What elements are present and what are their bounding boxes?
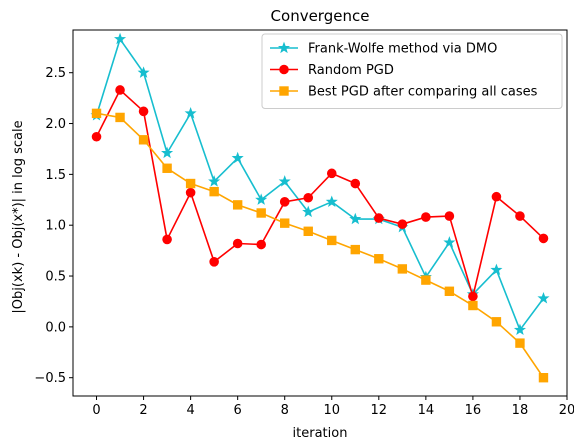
data-point (138, 106, 149, 117)
data-point (374, 254, 384, 264)
series-3 (91, 108, 549, 383)
data-point (513, 323, 526, 336)
data-point (91, 131, 102, 142)
data-point (137, 66, 150, 78)
data-point (91, 108, 102, 119)
y-tick-label: 0.5 (45, 270, 66, 285)
x-tick-label: 16 (465, 403, 482, 418)
data-point (515, 338, 525, 348)
legend-label: Best PGD after comparing all cases (308, 85, 538, 100)
data-point (255, 193, 268, 205)
data-point (538, 373, 549, 383)
data-point (280, 218, 290, 228)
series-line (95, 89, 545, 298)
plot-frame (72, 29, 568, 397)
data-point (185, 187, 196, 198)
data-point (397, 219, 408, 229)
x-tick-label: 6 (234, 403, 242, 418)
series-2 (91, 85, 549, 302)
data-point (397, 264, 408, 274)
data-point (162, 234, 172, 245)
data-point (303, 226, 313, 237)
y-axis-ticks: −0.5 0.0 0.5 1.0 1.5 2.0 2.5 (34, 66, 73, 386)
data-point (325, 195, 338, 207)
data-point (279, 197, 290, 207)
data-point (256, 239, 266, 250)
data-point (350, 244, 360, 255)
legend-label: Random PGD (308, 63, 394, 78)
data-point (421, 212, 431, 222)
x-tick-label: 8 (281, 403, 289, 418)
x-tick-label: 14 (418, 403, 435, 418)
x-tick-label: 10 (323, 403, 340, 418)
data-point (114, 32, 127, 45)
data-point (209, 257, 219, 267)
data-point (444, 211, 455, 221)
x-tick-label: 12 (371, 403, 388, 418)
data-point (209, 186, 219, 197)
legend-item: Frank-Wolfe method via DMO (270, 42, 497, 57)
x-tick-label: 20 (559, 403, 574, 418)
x-tick-label: 18 (512, 403, 529, 418)
data-point (515, 211, 525, 221)
x-axis-label: iteration (293, 426, 348, 438)
data-point (115, 112, 125, 123)
data-point (327, 235, 337, 246)
legend-marker (277, 41, 291, 54)
y-tick-label: 1.0 (45, 219, 66, 234)
y-tick-label: 1.5 (45, 168, 66, 183)
legend-item: Random PGD (270, 63, 394, 78)
data-point (444, 286, 455, 296)
legend-box (261, 33, 563, 109)
data-point (184, 107, 197, 119)
legend-marker (279, 86, 289, 96)
data-point (256, 208, 266, 218)
y-tick-label: 2.0 (45, 117, 66, 132)
data-point (443, 236, 456, 248)
data-point (491, 317, 502, 327)
data-point (468, 300, 478, 311)
data-point (138, 135, 149, 145)
data-point (537, 292, 550, 304)
data-point (374, 213, 384, 223)
data-point (115, 85, 125, 95)
data-point (161, 146, 174, 159)
plot-area (90, 32, 550, 383)
data-point (468, 291, 478, 302)
chart-title: Convergence (271, 7, 370, 25)
y-tick-label: 2.5 (45, 66, 66, 81)
data-point (421, 275, 431, 285)
y-axis-label: |Obj(xk) - Obj(x*)| in log scale (11, 120, 26, 313)
data-point (490, 263, 503, 276)
legend-marker (279, 64, 289, 75)
x-tick-label: 4 (186, 403, 194, 418)
data-point (350, 178, 361, 189)
data-point (232, 200, 243, 210)
data-point (162, 163, 172, 173)
data-point (232, 238, 243, 249)
data-point (231, 151, 244, 164)
legend-item: Best PGD after comparing all cases (270, 85, 538, 100)
data-point (349, 212, 362, 225)
data-point (278, 175, 291, 187)
y-tick-label: 0.0 (45, 320, 66, 335)
x-axis-ticks: 0 2 4 6 8 10 12 14 16 18 20 (92, 396, 574, 418)
data-point (208, 175, 221, 187)
legend-label: Frank-Wolfe method via DMO (308, 42, 497, 57)
data-point (185, 178, 196, 189)
x-tick-label: 2 (139, 403, 147, 418)
x-tick-label: 0 (92, 403, 100, 418)
data-point (538, 233, 549, 244)
data-point (303, 192, 314, 203)
data-point (491, 191, 502, 202)
y-tick-label: −0.5 (34, 371, 66, 386)
data-point (302, 205, 315, 218)
legend: Frank-Wolfe method via DMO Random PGD Best… (261, 33, 563, 109)
data-point (326, 168, 337, 179)
